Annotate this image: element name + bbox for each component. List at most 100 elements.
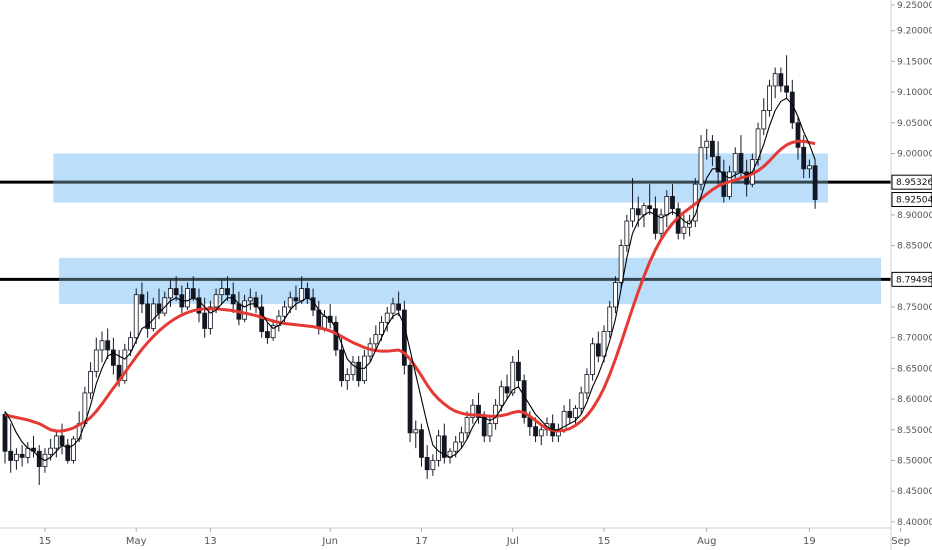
candle[interactable]: [458, 426, 464, 449]
candle-body-up: [270, 324, 276, 339]
candle[interactable]: [670, 184, 675, 215]
candle-body-down: [265, 331, 270, 339]
candle[interactable]: [350, 356, 356, 381]
candle[interactable]: [65, 438, 71, 464]
candle[interactable]: [247, 288, 253, 311]
candle[interactable]: [356, 356, 362, 387]
candle-body-up: [247, 297, 253, 302]
candle[interactable]: [339, 337, 344, 387]
candle-body-up: [584, 374, 590, 394]
candle[interactable]: [110, 337, 116, 375]
candle[interactable]: [704, 128, 710, 160]
candle[interactable]: [396, 291, 402, 317]
candle[interactable]: [504, 374, 510, 400]
candle[interactable]: [145, 291, 151, 338]
candle[interactable]: [225, 276, 230, 301]
candle[interactable]: [53, 429, 59, 458]
candle[interactable]: [430, 454, 436, 476]
candle[interactable]: [807, 159, 812, 179]
candle[interactable]: [19, 445, 25, 467]
candle[interactable]: [584, 368, 590, 400]
candle-body-up: [453, 441, 459, 452]
candle[interactable]: [173, 276, 179, 301]
candle[interactable]: [293, 285, 299, 311]
candle[interactable]: [419, 423, 424, 467]
candle[interactable]: [219, 279, 225, 304]
candle[interactable]: [516, 349, 521, 387]
candle[interactable]: [413, 420, 419, 449]
candle[interactable]: [698, 135, 704, 191]
candle[interactable]: [71, 435, 76, 464]
candle[interactable]: [630, 178, 635, 228]
candle[interactable]: [441, 423, 447, 464]
candle[interactable]: [772, 67, 778, 99]
candle[interactable]: [265, 322, 270, 344]
candle[interactable]: [333, 316, 339, 357]
candle[interactable]: [133, 288, 139, 344]
candle[interactable]: [407, 362, 413, 443]
candle[interactable]: [384, 306, 390, 332]
candle[interactable]: [88, 362, 93, 400]
candle[interactable]: [185, 282, 190, 311]
price-tick-label: 8.65000: [897, 364, 932, 374]
candle[interactable]: [652, 196, 658, 240]
candle[interactable]: [122, 343, 128, 384]
lower-support-zone: [59, 257, 882, 304]
candle[interactable]: [607, 300, 613, 338]
candle[interactable]: [613, 276, 618, 314]
candle[interactable]: [139, 282, 145, 314]
candle[interactable]: [253, 291, 259, 314]
candle[interactable]: [578, 386, 584, 415]
candle[interactable]: [795, 116, 801, 160]
candle[interactable]: [590, 337, 596, 381]
candle[interactable]: [105, 328, 111, 360]
candle-body-up: [464, 417, 470, 434]
labels-layer: 8.95326 8.79498 8.92504: [891, 174, 932, 287]
candle[interactable]: [196, 288, 202, 323]
candle-body-up: [413, 429, 419, 434]
candle[interactable]: [436, 429, 441, 467]
candle-body-down: [110, 349, 116, 366]
candle[interactable]: [99, 331, 105, 363]
candle[interactable]: [498, 380, 504, 412]
candle[interactable]: [242, 294, 248, 323]
candle[interactable]: [767, 79, 772, 117]
candle[interactable]: [681, 214, 687, 240]
candle-body-up: [430, 460, 436, 471]
candle[interactable]: [401, 300, 407, 375]
candle[interactable]: [710, 135, 715, 166]
candle[interactable]: [647, 184, 653, 215]
candle[interactable]: [761, 98, 767, 136]
candle[interactable]: [784, 55, 789, 99]
candle[interactable]: [595, 331, 601, 363]
candle[interactable]: [618, 239, 624, 289]
candle[interactable]: [424, 445, 430, 479]
candle[interactable]: [270, 319, 276, 341]
candle[interactable]: [464, 411, 470, 439]
candle[interactable]: [538, 423, 544, 446]
candle[interactable]: [150, 297, 156, 332]
candle[interactable]: [487, 417, 493, 443]
candle[interactable]: [715, 141, 721, 185]
candle[interactable]: [624, 214, 630, 252]
candle[interactable]: [207, 300, 213, 335]
candle[interactable]: [202, 297, 208, 338]
candle[interactable]: [168, 279, 173, 307]
candle[interactable]: [14, 448, 19, 470]
candle[interactable]: [812, 159, 818, 209]
candle[interactable]: [8, 423, 14, 473]
candle[interactable]: [601, 325, 607, 363]
candle[interactable]: [778, 67, 784, 93]
candle[interactable]: [567, 399, 573, 424]
candle[interactable]: [2, 411, 8, 464]
candle[interactable]: [732, 147, 738, 179]
candle[interactable]: [93, 337, 99, 378]
price-tick-label: 8.40000: [897, 518, 932, 528]
candle[interactable]: [470, 399, 476, 424]
candle[interactable]: [658, 208, 664, 240]
candle[interactable]: [344, 368, 350, 390]
candle-body-up: [133, 294, 139, 339]
candle[interactable]: [373, 325, 379, 350]
candle[interactable]: [573, 405, 578, 427]
